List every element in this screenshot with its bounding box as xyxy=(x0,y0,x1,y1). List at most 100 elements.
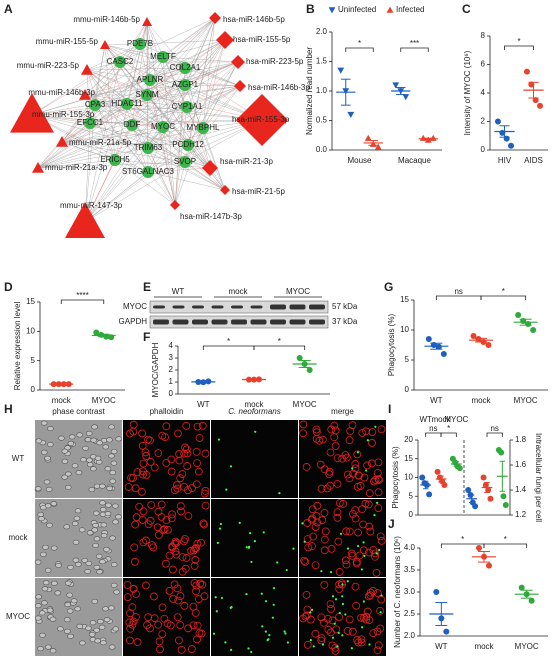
panel-letter: I xyxy=(388,402,391,416)
dot xyxy=(498,449,505,456)
mirna-node xyxy=(65,202,105,238)
cell-outline xyxy=(369,587,377,595)
edge xyxy=(104,44,186,69)
cell-outline xyxy=(371,476,380,484)
cell-outline xyxy=(195,629,204,638)
row-label: WT xyxy=(12,454,25,463)
y-tick-label: 20 xyxy=(404,435,413,444)
cell-outline xyxy=(360,473,369,482)
bracket xyxy=(400,47,429,52)
edge xyxy=(94,104,176,206)
cell-outline xyxy=(130,557,139,566)
cell xyxy=(95,553,103,559)
cell-outline xyxy=(345,474,354,483)
edge xyxy=(86,69,148,96)
cell xyxy=(94,455,102,461)
fungus xyxy=(309,639,313,642)
cell-outline xyxy=(154,531,163,539)
fungus xyxy=(225,488,228,491)
cell-outline xyxy=(374,488,383,497)
fungus xyxy=(253,540,256,543)
cell xyxy=(109,470,117,476)
cell-outline xyxy=(304,543,313,552)
cell xyxy=(84,437,92,443)
cell-outline xyxy=(341,556,350,565)
fungus xyxy=(303,540,306,543)
y-tick-label: 3 xyxy=(169,353,174,362)
cell-outline xyxy=(347,549,356,558)
cell-outline xyxy=(137,487,146,496)
edge xyxy=(162,56,176,206)
mirna-label: mmu-miR-21a-5p xyxy=(69,138,132,147)
y2-tick-label: 1.2 xyxy=(515,510,527,519)
cell-outline xyxy=(131,484,140,493)
cell-outline xyxy=(320,618,328,627)
gene-label: CYP1A1 xyxy=(172,102,203,111)
fungus xyxy=(361,626,364,629)
mirna-node xyxy=(209,12,221,24)
cell-outline xyxy=(177,507,185,516)
edge xyxy=(31,114,149,149)
cell-outline xyxy=(354,638,363,647)
cell xyxy=(91,598,99,604)
cell-outline xyxy=(364,592,373,601)
x-tick-label: mock xyxy=(474,642,494,651)
cell xyxy=(108,453,115,459)
cell-outline xyxy=(192,544,200,552)
cell-outline xyxy=(369,545,378,554)
cell-outline xyxy=(148,541,156,549)
blot-band xyxy=(289,319,306,325)
cell-outline xyxy=(191,544,200,553)
micrograph xyxy=(211,499,298,577)
gene-node xyxy=(109,154,121,166)
edge xyxy=(31,61,121,116)
cell-outline xyxy=(153,523,162,532)
edge xyxy=(174,106,188,206)
cell-outline xyxy=(168,510,177,519)
fungus xyxy=(284,632,287,635)
cell xyxy=(61,458,69,464)
cell xyxy=(34,615,42,621)
cell-outline xyxy=(130,543,139,552)
y-axis-label: Intensity of MYOC (10⁶) xyxy=(463,50,472,135)
edge xyxy=(184,84,241,87)
cell-outline xyxy=(138,441,147,450)
cell xyxy=(100,522,108,528)
cell xyxy=(102,606,109,612)
edge xyxy=(86,69,116,161)
cell-outline xyxy=(167,467,176,476)
fungus xyxy=(375,552,378,555)
edge xyxy=(131,124,211,169)
y-axis-label: MYOC/GAPDH xyxy=(151,342,160,397)
blot-band xyxy=(172,305,185,309)
cell xyxy=(90,437,97,443)
mirna-node xyxy=(79,89,91,100)
cell-outline xyxy=(176,621,185,630)
fungus xyxy=(283,630,286,633)
cell-outline xyxy=(318,435,327,444)
lane-label: WT xyxy=(172,287,185,296)
cell xyxy=(76,432,84,438)
edge xyxy=(31,103,128,116)
cell-outline xyxy=(168,542,177,551)
fungus xyxy=(268,634,271,637)
cell xyxy=(40,449,48,455)
edge xyxy=(186,85,241,108)
fungus xyxy=(247,647,250,650)
cell-outline xyxy=(332,625,341,634)
fungus xyxy=(301,522,304,525)
cell xyxy=(34,486,42,492)
cell-outline xyxy=(170,580,179,589)
cell xyxy=(51,580,58,586)
mirna-label: mmu-miR-147-3p xyxy=(60,201,123,210)
bracket xyxy=(60,299,105,304)
gene-node xyxy=(142,142,154,154)
cell-outline xyxy=(368,439,376,447)
cell-outline xyxy=(320,465,329,474)
cell-outline xyxy=(325,470,334,478)
mirna-node xyxy=(236,94,288,146)
micrograph xyxy=(211,578,298,656)
fungus xyxy=(329,570,333,574)
cell xyxy=(94,638,101,644)
cell xyxy=(54,590,62,596)
